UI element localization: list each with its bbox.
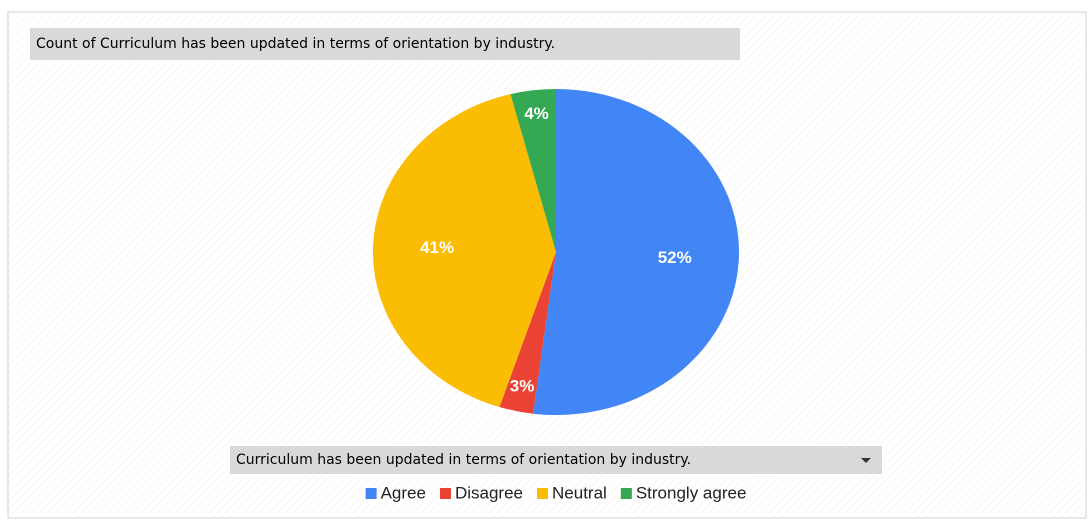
legend-label: Strongly agree xyxy=(636,483,747,502)
dropdown-arrow[interactable] xyxy=(861,458,871,463)
legend-title: Curriculum has been updated in terms of … xyxy=(236,452,691,468)
legend-label: Neutral xyxy=(552,483,607,502)
data-label: 52% xyxy=(658,248,692,267)
legend-swatch xyxy=(620,488,632,499)
legend-swatch xyxy=(439,488,451,499)
data-label: 41% xyxy=(420,238,454,257)
chart-title: Count of Curriculum has been updated in … xyxy=(36,36,555,52)
legend-label: Agree xyxy=(381,483,426,502)
pie-slice xyxy=(533,89,739,415)
legend: Agree Disagree Neutral Strongly agree xyxy=(365,483,747,502)
pie-slice xyxy=(372,94,556,408)
legend-label: Disagree xyxy=(455,483,523,502)
pie-slice xyxy=(499,252,556,414)
legend-swatch xyxy=(537,488,549,499)
legend-field-button[interactable] xyxy=(230,446,882,474)
legend-swatch xyxy=(365,488,377,499)
data-label: 4% xyxy=(524,104,549,123)
pie-slice xyxy=(510,89,556,252)
data-label: 3% xyxy=(510,377,535,396)
title-box xyxy=(30,28,740,60)
